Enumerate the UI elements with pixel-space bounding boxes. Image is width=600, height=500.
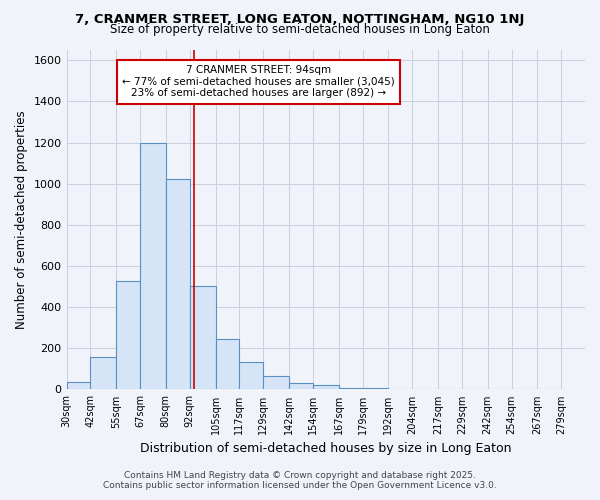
Bar [362, 388, 388, 390]
Text: Contains HM Land Registry data © Crown copyright and database right 2025.
Contai: Contains HM Land Registry data © Crown c… [103, 470, 497, 490]
Bar [239, 362, 263, 390]
Bar [91, 356, 116, 390]
Y-axis label: Number of semi-detached properties: Number of semi-detached properties [15, 110, 28, 329]
Bar [67, 382, 91, 390]
Text: 7 CRANMER STREET: 94sqm
← 77% of semi-detached houses are smaller (3,045)
23% of: 7 CRANMER STREET: 94sqm ← 77% of semi-de… [122, 66, 395, 98]
Bar [289, 384, 313, 390]
Bar [263, 376, 289, 390]
Bar [140, 142, 166, 390]
Bar [190, 286, 215, 390]
Bar [215, 339, 239, 390]
Bar [116, 282, 140, 390]
Text: Size of property relative to semi-detached houses in Long Eaton: Size of property relative to semi-detach… [110, 22, 490, 36]
Bar [313, 386, 338, 390]
Bar [338, 388, 362, 390]
Text: 7, CRANMER STREET, LONG EATON, NOTTINGHAM, NG10 1NJ: 7, CRANMER STREET, LONG EATON, NOTTINGHA… [76, 12, 524, 26]
Bar [166, 178, 190, 390]
X-axis label: Distribution of semi-detached houses by size in Long Eaton: Distribution of semi-detached houses by … [140, 442, 512, 455]
